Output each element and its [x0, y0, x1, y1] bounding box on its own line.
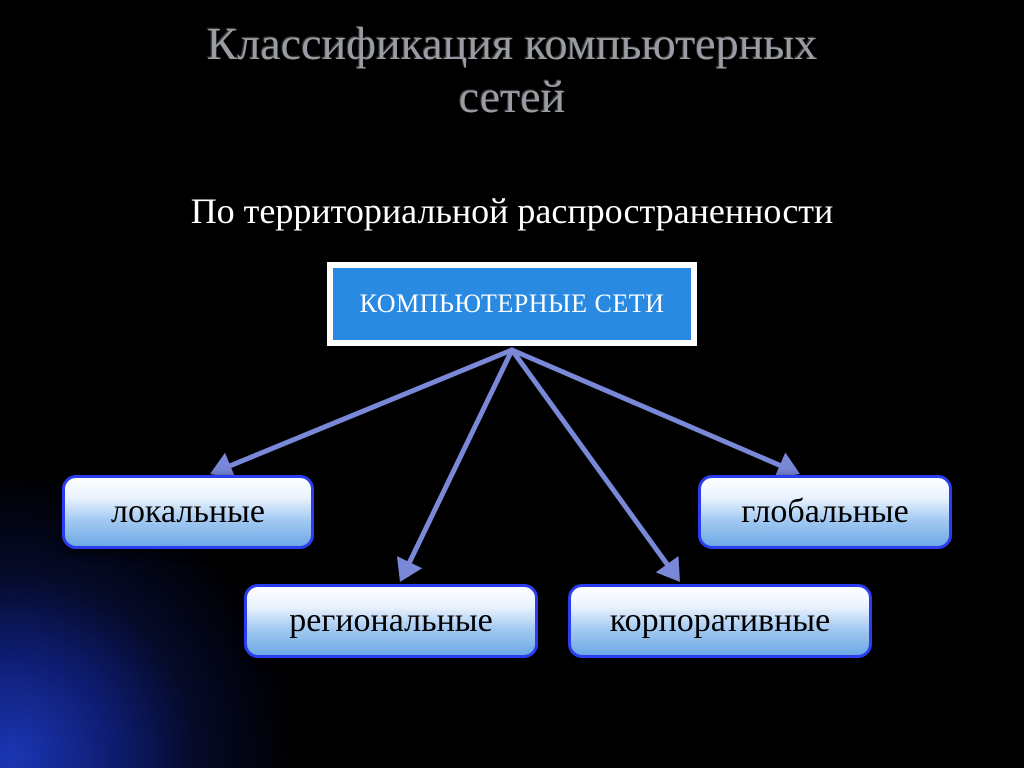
- child-node-corporate: корпоративные: [568, 584, 872, 658]
- child-node-regional: региональные: [244, 584, 538, 658]
- root-node-label: КОМПЬЮТЕРНЫЕ СЕТИ: [360, 289, 665, 319]
- child-node-local: локальные: [62, 475, 314, 549]
- child-label: глобальные: [741, 493, 908, 531]
- slide-title: Классификация компьютерных сетей: [0, 18, 1024, 124]
- child-label: региональные: [289, 602, 492, 640]
- child-node-global: глобальные: [698, 475, 952, 549]
- slide-subtitle: По территориальной распространенности: [0, 190, 1024, 232]
- child-label: корпоративные: [610, 602, 830, 640]
- child-label: локальные: [111, 493, 265, 531]
- title-line-1: Классификация компьютерных: [207, 18, 818, 69]
- root-node-inner: КОМПЬЮТЕРНЫЕ СЕТИ: [333, 268, 691, 340]
- title-line-2: сетей: [459, 71, 566, 122]
- root-node: КОМПЬЮТЕРНЫЕ СЕТИ: [327, 262, 697, 346]
